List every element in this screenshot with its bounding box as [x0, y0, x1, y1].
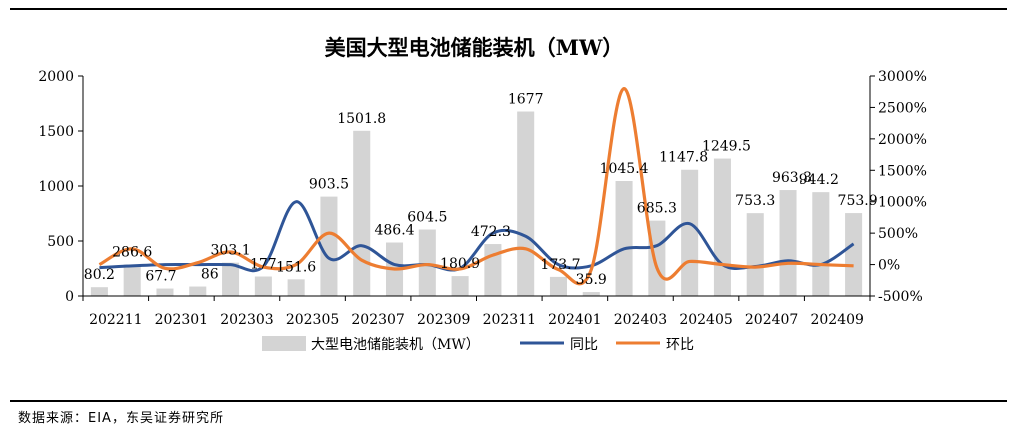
bar-202309 [418, 229, 436, 296]
right-tick-label: 3000% [878, 69, 927, 85]
bar-202302 [189, 286, 207, 296]
left-tick-label: 0 [65, 289, 74, 305]
bar-202401 [549, 276, 568, 296]
bar-202306 [320, 196, 338, 296]
bar-202303 [222, 262, 240, 296]
right-tick-label: 1500% [878, 163, 927, 179]
top-rule [10, 8, 1007, 10]
chart-title: 美国大型电池储能装机（MW） [325, 35, 624, 60]
bottom-rule [10, 400, 1007, 402]
right-tick-label: -500% [878, 289, 923, 305]
x-tick-label: 202303 [220, 312, 273, 328]
bar-label-202211: 80.2 [84, 267, 115, 283]
bar-label-202404: 685.3 [637, 201, 677, 217]
bar-202310 [451, 276, 469, 296]
bar-202402 [582, 292, 600, 296]
bar-202405 [681, 169, 699, 296]
legend-bar-label: 大型电池储能装机（MW） [311, 337, 480, 353]
x-tick-label: 202407 [745, 312, 798, 328]
bar-label-202407: 753.3 [735, 193, 775, 209]
bar-202305 [287, 279, 305, 296]
x-tick-label: 202301 [155, 312, 208, 328]
bar-202212 [123, 264, 141, 296]
bar-label-202410: 753.9 [838, 193, 878, 209]
bar-202301 [156, 288, 174, 296]
x-tick-label: 202211 [89, 312, 142, 328]
bar-202307 [353, 130, 371, 296]
right-tick-label: 0% [878, 258, 900, 274]
bar-label-202311: 472.3 [471, 224, 511, 240]
bar-label-202302: 86 [201, 267, 219, 283]
bar-label-202308: 486.4 [374, 222, 414, 238]
x-tick-label: 202305 [286, 312, 339, 328]
bar-label-202301: 67.7 [145, 269, 176, 285]
x-tick-label: 202309 [417, 312, 470, 328]
bar-202403 [615, 181, 633, 296]
bar-label-202405: 1147.8 [659, 150, 708, 166]
left-tick-label: 1500 [38, 124, 74, 140]
right-tick-label: 2500% [878, 100, 927, 116]
bar-202409 [812, 192, 830, 296]
bar-label-202307: 1501.8 [337, 111, 386, 127]
left-tick-label: 500 [47, 234, 74, 250]
lines-layer [98, 86, 855, 286]
line-mom [98, 86, 854, 286]
left-tick-label: 1000 [38, 179, 74, 195]
bar-label-202306: 903.5 [309, 177, 349, 193]
legend-bar-swatch [262, 336, 306, 351]
bar-label-202309: 604.5 [407, 210, 447, 226]
bar-label-202303: 303.1 [211, 243, 251, 259]
bar-202410 [845, 213, 863, 296]
bar-label-202402: 35.9 [576, 272, 607, 288]
bar-label-202212: 286.6 [112, 244, 152, 260]
legend: 大型电池储能装机（MW） 同比 环比 [262, 336, 694, 353]
bar-202211 [90, 287, 108, 296]
bar-label-202304: 177 [250, 257, 277, 273]
bar-label-202312: 1677 [508, 92, 544, 108]
bar-label-202401: 173.7 [540, 257, 580, 273]
bar-label-202305: 151.6 [276, 259, 316, 275]
bar-202304 [254, 276, 272, 296]
x-tick-label: 202405 [679, 312, 732, 328]
right-tick-label: 500% [878, 226, 918, 242]
right-tick-label: 2000% [878, 132, 927, 148]
bar-202407 [746, 213, 764, 296]
x-tick-label: 202401 [548, 312, 601, 328]
bar-label-202406: 1249.5 [702, 139, 751, 155]
bar-label-202310: 180.9 [440, 256, 480, 272]
bar-202312 [517, 111, 535, 296]
x-tick-label: 202409 [810, 312, 863, 328]
source-note: 数据来源：EIA，东吴证券研究所 [18, 411, 224, 426]
legend-yoy-label: 同比 [570, 337, 598, 353]
right-tick-label: 1000% [878, 195, 927, 211]
left-tick-label: 2000 [38, 69, 74, 85]
bar-label-202409: 944.2 [799, 172, 839, 188]
x-tick-label: 202307 [351, 312, 404, 328]
chart-svg: 美国大型电池储能装机（MW） 0 500 1000 1500 2000 -500% 0% 50… [38, 35, 927, 353]
axes-layer: 0 500 1000 1500 2000 -500% 0% 500% 1000% 1500% 200… [38, 69, 927, 328]
bar-202408 [779, 190, 797, 296]
x-tick-label: 202311 [483, 312, 536, 328]
bar-202406 [713, 158, 731, 296]
bar-label-202403: 1045.4 [600, 161, 649, 177]
bar-label-202408: 963.3 [772, 170, 812, 186]
x-tick-label: 202403 [614, 312, 667, 328]
legend-mom-label: 环比 [666, 337, 694, 353]
